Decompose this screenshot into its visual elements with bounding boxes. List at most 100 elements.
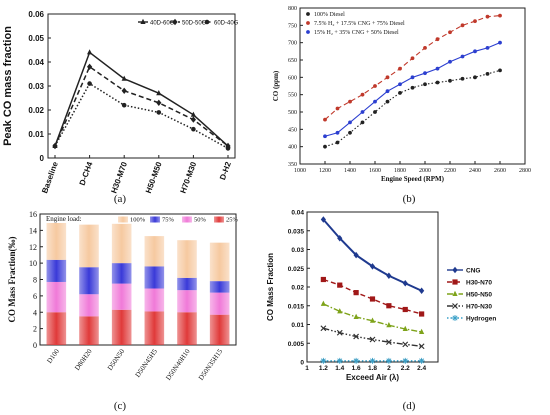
legend-marker	[452, 315, 458, 321]
bar-segment	[46, 223, 67, 260]
data-point	[320, 357, 327, 364]
legend-label: 40D-60G	[150, 21, 175, 27]
data-point	[87, 81, 92, 86]
data-point	[369, 357, 376, 364]
x-tick-label: 1.8	[368, 365, 377, 372]
legend-marker	[306, 21, 310, 25]
bar-segment	[144, 236, 165, 267]
fit-line	[324, 69, 501, 148]
legend-label: Hydrogen	[466, 316, 496, 323]
y-tick-label: 10	[29, 259, 37, 268]
data-point	[369, 317, 376, 323]
y-tick-label: 0.01	[291, 322, 304, 329]
x-tick-label: D50N35H15	[197, 347, 225, 382]
legend-marker	[452, 266, 458, 274]
data-point	[485, 45, 490, 50]
data-point	[402, 341, 409, 348]
data-point	[419, 328, 425, 334]
y-tick-label: 0	[40, 154, 45, 163]
bar-segment	[79, 316, 99, 345]
y-tick-label: 550	[288, 93, 297, 99]
x-tick-label: D50N45H5	[134, 347, 160, 379]
legend-label: 25%	[226, 217, 239, 224]
data-point	[448, 78, 452, 83]
x-tick-label: H70-M30	[179, 160, 199, 195]
legend-swatch	[150, 216, 160, 223]
bar-segment	[46, 259, 67, 282]
y-tick-label: 500	[288, 110, 297, 116]
data-point	[335, 106, 340, 111]
legend-title: Engine load:	[46, 215, 82, 223]
y-tick-label: 0.04	[28, 58, 44, 67]
chart-c: 0 2 4 6 8 10 12 14 16 CO Mass Fraction(‰) D100 D80H…	[7, 210, 239, 382]
legend-marker	[452, 290, 458, 296]
legend-label: 7.5% H₂ + 17.5% CNG + 75% Diesel	[314, 21, 405, 27]
data-point	[320, 276, 326, 283]
data-point	[369, 296, 376, 302]
data-point	[156, 110, 162, 115]
data-point	[498, 40, 502, 45]
legend-label: 50D-50G	[182, 21, 207, 27]
data-point	[323, 134, 327, 139]
data-point	[320, 325, 327, 332]
data-point	[419, 287, 425, 294]
legend-marker	[172, 18, 178, 26]
legend-marker	[204, 19, 210, 25]
data-point	[320, 216, 326, 223]
y-tick-label: 12	[29, 243, 37, 252]
x-tick-label: 1800	[394, 168, 406, 174]
data-point	[353, 290, 359, 296]
bar-segment	[177, 277, 197, 291]
data-point	[402, 357, 409, 364]
x-tick-label: 1200	[319, 168, 331, 174]
bar-segment	[209, 242, 230, 282]
data-point	[360, 120, 365, 125]
x-tick-label: D50N40H10	[164, 347, 192, 382]
x-tick-label: 2200	[444, 168, 456, 174]
y-tick-label: 0.04	[291, 210, 304, 217]
y-tick-label: 4	[33, 308, 37, 317]
data-point	[337, 308, 343, 314]
legend-label: 100% Diesel	[314, 12, 345, 18]
data-point	[402, 306, 408, 313]
data-point	[190, 111, 196, 117]
legend-label: 50%	[194, 217, 207, 224]
data-point	[473, 75, 477, 80]
x-axis-label: Exceed Air (λ)	[346, 373, 399, 382]
y-tick-label: 0	[33, 341, 37, 350]
data-point	[335, 140, 340, 145]
x-tick-label: 2	[387, 365, 391, 372]
legend-label: H50-N50	[466, 292, 492, 299]
x-tick-label: 2000	[419, 168, 431, 174]
x-tick-label: 1.4	[335, 365, 344, 372]
y-tick-label: 0.035	[288, 228, 305, 235]
data-point	[353, 313, 359, 319]
bar-segment	[177, 240, 197, 278]
data-point	[473, 49, 477, 54]
legend-label: H70-N30	[466, 304, 492, 311]
data-point	[353, 357, 360, 364]
y-tick-label: 8	[33, 276, 37, 285]
data-point	[460, 23, 465, 28]
data-point	[190, 116, 196, 123]
bar-segment	[177, 290, 197, 313]
y-tick-label: 0.005	[288, 341, 305, 348]
data-point	[410, 75, 415, 80]
x-tick-label: 1400	[344, 168, 356, 174]
data-point	[385, 339, 392, 346]
y-tick-label: 0.02	[28, 106, 44, 115]
data-point	[402, 280, 408, 287]
y-tick-label: 0.05	[28, 34, 44, 43]
bar-segment	[144, 288, 165, 312]
data-point	[385, 89, 390, 94]
bar-segment	[111, 283, 132, 310]
legend-swatch	[214, 216, 224, 223]
legend-marker	[452, 279, 458, 285]
data-point	[485, 71, 490, 76]
legend-marker	[452, 303, 458, 309]
data-point	[385, 99, 390, 104]
data-point	[435, 66, 440, 71]
panel-label-b: (b)	[403, 193, 416, 205]
x-tick-label: D100	[45, 347, 61, 365]
data-point	[386, 303, 392, 309]
